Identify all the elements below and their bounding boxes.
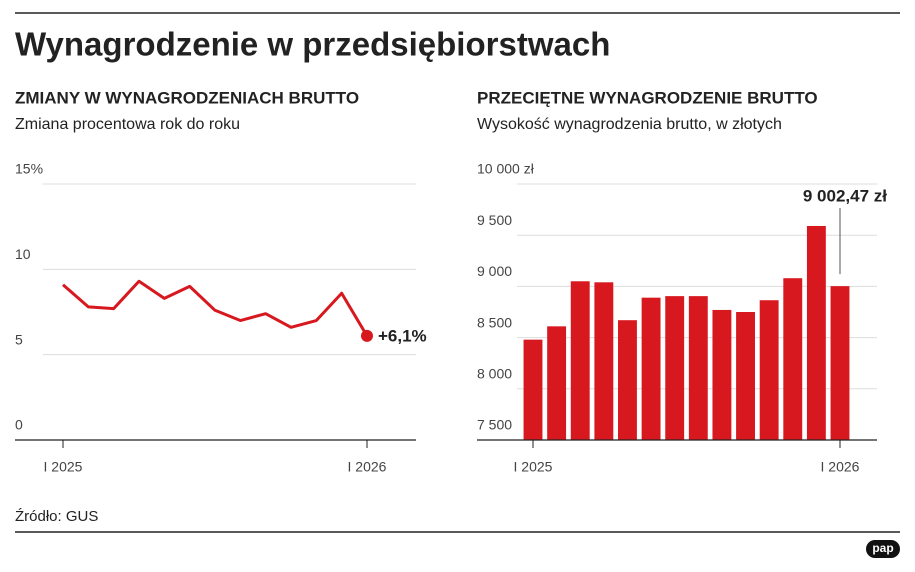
chart-title: ZMIANY W WYNAGRODZENIACH BRUTTO [15,88,359,107]
bar [594,282,614,440]
bar [688,296,708,440]
y-tick-label: 0 [15,417,23,433]
y-tick-label: 7 500 [477,417,512,433]
y-tick-label: 8 000 [477,366,512,382]
x-tick-label: I 2026 [348,459,387,475]
y-tick-label: 5 [15,331,23,347]
chart-title: PRZECIĘTNE WYNAGRODZENIE BRUTTO [477,88,818,107]
logo-badge [866,540,900,558]
bar [641,297,661,440]
bar [830,286,850,440]
bar [618,320,637,440]
x-tick-label: I 2026 [821,459,860,475]
x-tick-label: I 2025 [514,459,553,475]
bar [547,326,567,440]
data-label: +6,1% [378,326,427,345]
bar [806,225,826,440]
bar [523,339,543,440]
y-tick-label: 9 500 [477,212,512,228]
y-tick-label: 9 000 [477,263,512,279]
y-tick-label: 10 000 zł [477,161,535,177]
bar [736,312,755,440]
bar [570,281,590,440]
end-point [361,329,373,342]
y-tick-label: 8 500 [477,314,512,330]
chart-subtitle: Wysokość wynagrodzenia brutto, w złotych [477,116,782,133]
logo: pap [872,541,893,555]
bar [759,300,779,440]
bar [712,309,732,440]
x-tick-label: I 2025 [44,459,83,475]
source: Źródło: GUS [15,508,98,525]
data-label: 9 002,47 zł [803,186,887,205]
y-tick-label: 15% [15,161,43,177]
bar [665,296,685,440]
chart-subtitle: Zmiana procentowa rok do roku [15,116,240,133]
main-title: Wynagrodzenie w przedsiębiorstwach [15,26,610,63]
y-tick-label: 10 [15,246,31,262]
bar [783,278,803,440]
line [62,279,369,337]
